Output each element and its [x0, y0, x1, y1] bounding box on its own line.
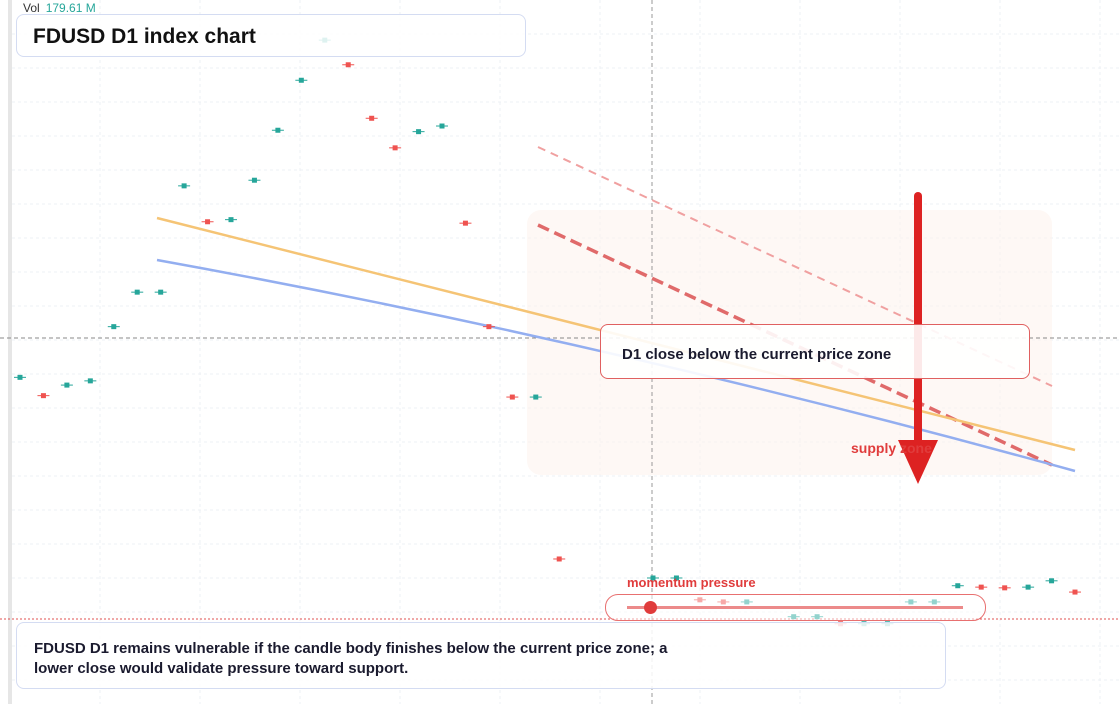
candle: [111, 324, 117, 330]
candle: [40, 393, 46, 399]
candle: [228, 217, 234, 223]
arrow-head: [898, 440, 938, 484]
title-box: FDUSD D1 index chart: [16, 14, 526, 57]
candle: [134, 289, 140, 295]
volume-value: 179.61 M: [45, 1, 96, 15]
candle: [275, 127, 281, 133]
chart-title: FDUSD D1 index chart: [33, 25, 256, 48]
candle: [298, 77, 304, 83]
candle: [650, 575, 656, 581]
momentum-box: [605, 594, 986, 621]
candle: [955, 583, 961, 589]
candle: [369, 115, 375, 121]
momentum-track: [627, 606, 963, 609]
candle: [251, 177, 257, 183]
zone-label: supply zone: [851, 440, 932, 456]
candle: [462, 220, 468, 226]
candle: [1049, 578, 1055, 584]
momentum-knob: [644, 601, 657, 614]
candle: [158, 289, 164, 295]
momentum-label: momentum pressure: [627, 575, 756, 590]
caption-box: FDUSD D1 remains vulnerable if the candl…: [16, 622, 946, 689]
annotation-box: D1 close below the current price zone: [600, 324, 1030, 379]
caption: FDUSD D1 remains vulnerable if the candl…: [34, 640, 668, 677]
candle: [17, 374, 23, 380]
candle: [533, 394, 539, 400]
candle: [345, 62, 351, 68]
trend-lower: [537, 223, 1053, 467]
candle: [416, 129, 422, 135]
candle: [978, 584, 984, 590]
candle: [556, 556, 562, 562]
annotation: D1 close below the current price zone: [622, 346, 892, 363]
volume-legend: Vol 179.61 M: [23, 1, 96, 15]
candle: [439, 123, 445, 129]
candle: [181, 183, 187, 189]
candle: [486, 324, 492, 330]
candle: [1072, 589, 1078, 595]
candle: [1002, 585, 1008, 591]
candle: [87, 378, 93, 384]
candle: [509, 394, 515, 400]
trend-upper: [537, 146, 1053, 387]
candle: [1025, 584, 1031, 590]
candle: [205, 219, 211, 225]
volume-label: Vol: [23, 1, 40, 15]
candle: [64, 382, 70, 388]
candle: [392, 145, 398, 151]
candle: [673, 575, 679, 581]
